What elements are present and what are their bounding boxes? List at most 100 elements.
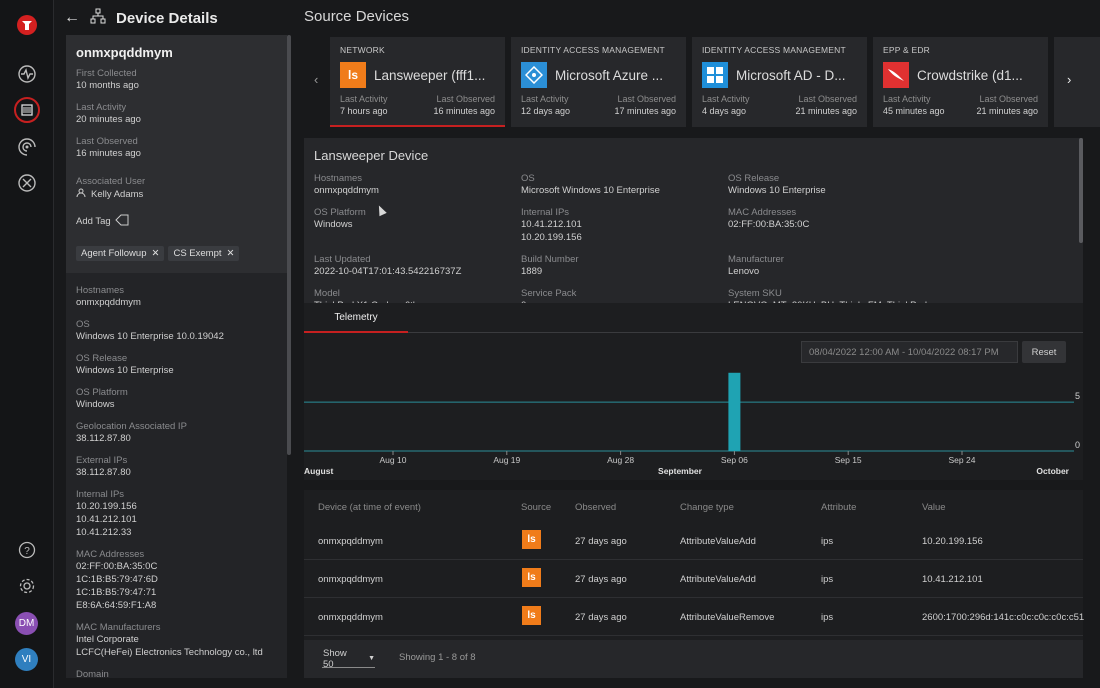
detail-tabs: Telemetry — [304, 303, 1083, 333]
source-field-value: Microsoft Windows 10 Enterprise — [521, 185, 660, 196]
attribute-label: OS Release — [76, 353, 128, 364]
source-name: Microsoft Azure ... — [555, 67, 664, 83]
attribute-label: OS — [76, 319, 90, 330]
remove-tag-icon[interactable]: ✕ — [226, 248, 235, 259]
column-header: Value — [922, 502, 946, 513]
table-cell: AttributeValueAdd — [680, 574, 756, 585]
crowdstrike-icon — [883, 62, 909, 88]
hierarchy-icon — [90, 8, 106, 29]
source-field: Internal IPs 10.41.212.101 10.20.199.156 — [521, 207, 728, 244]
left-panel-scrollbar[interactable] — [287, 35, 291, 455]
source-device-title: Lansweeper Device — [314, 148, 429, 163]
windows-icon — [702, 62, 728, 88]
reset-button[interactable]: Reset — [1022, 341, 1066, 363]
pagination-info: Showing 1 - 8 of 8 — [399, 652, 476, 663]
source-card[interactable]: IDENTITY ACCESS MANAGEMENT Microsoft Azur… — [511, 37, 686, 127]
source-card[interactable]: IDENTITY ACCESS MANAGEMENT Microsoft AD -… — [692, 37, 867, 127]
source-card[interactable]: EPP & EDR Crowdstrike (d1... Last Activity… — [873, 37, 1048, 127]
source-field-value: 10.41.212.101 — [521, 219, 582, 230]
month-label: August — [304, 466, 333, 476]
source-field-label: Internal IPs — [521, 207, 570, 218]
source-title-row: Crowdstrike (d1... — [883, 62, 1038, 88]
source-meta-labels: Last Activity Last Observed — [883, 94, 1038, 104]
attribute-value: 10.41.212.101 — [76, 514, 137, 525]
prev-arrow-icon[interactable]: ‹ — [314, 72, 319, 87]
tag-chip[interactable]: CS Exempt ✕ — [168, 246, 240, 261]
attribute-value: Windows — [76, 399, 115, 410]
tab-telemetry[interactable]: Telemetry — [304, 303, 408, 333]
attribute-value: 10.41.212.33 — [76, 527, 132, 538]
logo-icon[interactable] — [14, 12, 40, 38]
x-tick-label: Aug 28 — [607, 455, 634, 465]
last-observed-label: Last Observed — [436, 94, 495, 104]
settings-icon[interactable] — [14, 573, 40, 599]
source-field-label: System SKU — [728, 288, 782, 299]
source-field: OS Platform Windows — [314, 207, 521, 244]
tag-chip[interactable]: Agent Followup ✕ — [76, 246, 165, 261]
last-activity-value: 12 days ago — [521, 106, 571, 116]
attribute-value: 10.20.199.156 — [76, 501, 137, 512]
network-icon[interactable] — [14, 170, 40, 196]
attribute-value: 38.112.87.80 — [76, 433, 131, 444]
remove-tag-icon[interactable]: ✕ — [151, 248, 160, 259]
table-cell: AttributeValueRemove — [680, 612, 775, 623]
attribute-value: Windows 10 Enterprise 10.0.19042 — [76, 331, 224, 342]
next-arrow-icon[interactable]: › — [1067, 72, 1072, 87]
radar-icon[interactable] — [14, 134, 40, 160]
table-row[interactable]: onmxpqddmym ls 27 days ago AttributeValueRe… — [304, 598, 1084, 636]
column-header: Source — [521, 502, 552, 513]
table-cell: onmxpqddmym — [318, 574, 383, 585]
devices-icon[interactable] — [14, 97, 40, 123]
org-avatar[interactable]: DM — [15, 612, 38, 635]
table-cell: AttributeValueAdd — [680, 536, 756, 547]
last-observed-label: Last Observed — [979, 94, 1038, 104]
x-tick-label: Sep 06 — [721, 455, 748, 465]
source-field-label: Manufacturer — [728, 254, 784, 265]
attribute-label: OS Platform — [76, 387, 128, 398]
source-card[interactable]: NETWORK ls Lansweeper (fff1... Last Activit… — [330, 37, 505, 127]
source-category: NETWORK — [340, 45, 385, 55]
lansweeper-device-panel: Lansweeper Device Hostnames onmxpqddmym OS… — [304, 138, 1083, 303]
first-collected-label: First Collected — [76, 68, 137, 79]
table-row[interactable]: onmxpqddmym ls 27 days ago AttributeValueAd… — [304, 522, 1083, 560]
page-size-value: Show 50 — [323, 647, 347, 670]
lansweeper-icon: ls — [522, 606, 541, 625]
first-collected-value: 10 months ago — [76, 80, 139, 91]
user-avatar[interactable]: VI — [15, 648, 38, 671]
table-footer: Show 50 ▼ Showing 1 - 8 of 8 — [304, 640, 1083, 678]
source-device-cards: NETWORK ls Lansweeper (fff1... Last Activit… — [330, 37, 1052, 127]
associated-user[interactable]: Kelly Adams — [76, 188, 277, 202]
y-tick-label: 0 — [1075, 440, 1080, 450]
source-title-row: Microsoft AD - D... — [702, 62, 857, 88]
date-range-input[interactable]: 08/04/2022 12:00 AM - 10/04/2022 08:17 P… — [801, 341, 1018, 363]
last-observed-label: Last Observed — [617, 94, 676, 104]
last-activity-value: 7 hours ago — [340, 106, 388, 116]
last-observed-value: 21 minutes ago — [976, 106, 1038, 116]
activity-icon[interactable] — [14, 61, 40, 87]
lansweeper-icon: ls — [522, 530, 541, 549]
attribute-value: Windows 10 Enterprise — [76, 365, 174, 376]
page-size-select[interactable]: Show 50 ▼ — [322, 647, 375, 670]
source-field-label: OS Platform — [314, 207, 366, 218]
help-icon[interactable]: ? — [14, 537, 40, 563]
last-observed-value: 21 minutes ago — [795, 106, 857, 116]
last-activity-label: Last Activity — [76, 102, 127, 113]
x-tick-label: Sep 24 — [949, 455, 976, 465]
last-activity-label: Last Activity — [702, 94, 750, 104]
attribute-label: MAC Manufacturers — [76, 622, 161, 633]
last-observed-value: 17 minutes ago — [614, 106, 676, 116]
source-meta-values: 7 hours ago 16 minutes ago — [340, 106, 495, 116]
last-observed-label: Last Observed — [76, 136, 138, 147]
next-card-button[interactable] — [1054, 37, 1100, 127]
last-activity-label: Last Activity — [340, 94, 388, 104]
table-row[interactable]: onmxpqddmym ls 27 days ago AttributeValueAd… — [304, 560, 1083, 598]
last-observed-value: 16 minutes ago — [433, 106, 495, 116]
telemetry-panel: 08/04/2022 12:00 AM - 10/04/2022 08:17 P… — [304, 333, 1083, 480]
source-field-label: Service Pack — [521, 288, 577, 299]
last-activity-value: 4 days ago — [702, 106, 747, 116]
device-panel-scrollbar[interactable] — [1079, 138, 1083, 243]
table-cell: 10.20.199.156 — [922, 536, 983, 547]
add-tag-button[interactable]: Add Tag — [76, 214, 277, 230]
source-field: OS Release Windows 10 Enterprise — [728, 173, 935, 197]
back-arrow-icon[interactable]: ← — [64, 9, 80, 26]
